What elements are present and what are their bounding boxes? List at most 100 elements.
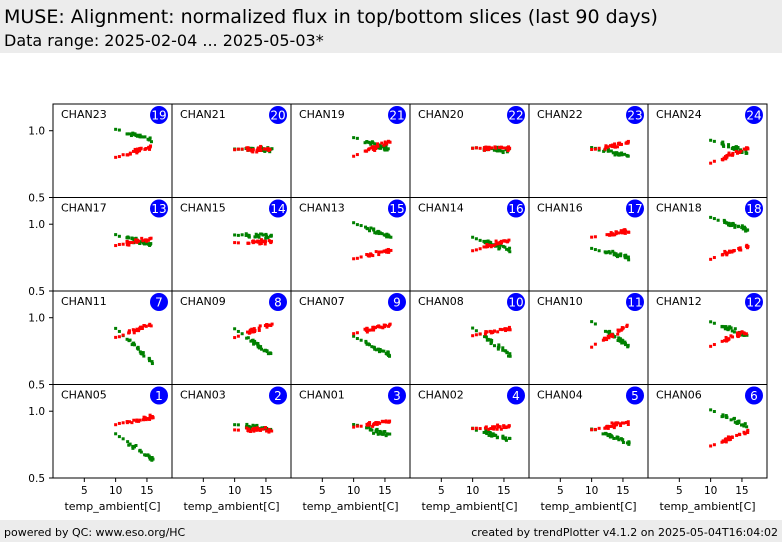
bottom-slice-point bbox=[386, 233, 390, 237]
bottom-slice-point bbox=[501, 151, 505, 155]
bottom-slice-point bbox=[611, 249, 615, 253]
top-slice-point bbox=[387, 250, 391, 254]
bottom-slice-point bbox=[146, 137, 150, 141]
top-slice-point bbox=[506, 327, 510, 331]
bottom-slice-point bbox=[501, 348, 505, 352]
top-slice-point bbox=[135, 150, 139, 154]
top-slice-point bbox=[257, 326, 261, 330]
top-slice-point bbox=[125, 243, 129, 247]
top-slice-point bbox=[127, 420, 131, 424]
top-slice-point bbox=[485, 243, 489, 247]
top-slice-point bbox=[245, 426, 249, 430]
top-slice-point bbox=[368, 328, 372, 332]
bottom-slice-point bbox=[615, 255, 619, 259]
top-slice-point bbox=[608, 424, 612, 428]
top-slice-point bbox=[723, 339, 727, 343]
top-slice-point bbox=[389, 248, 393, 252]
bottom-slice-point bbox=[727, 327, 731, 331]
top-slice-point bbox=[478, 146, 482, 150]
top-slice-point bbox=[739, 248, 743, 252]
top-slice-point bbox=[148, 237, 152, 241]
bottom-slice-point bbox=[721, 140, 725, 144]
y-tick-label: 0.5 bbox=[28, 286, 45, 298]
y-tick-label: 1.0 bbox=[28, 313, 45, 325]
panel-chan18: CHAN18 18 bbox=[647, 197, 768, 292]
panel-chan22: CHAN22 23 bbox=[528, 103, 649, 198]
top-slice-point bbox=[114, 244, 118, 248]
top-slice-point bbox=[496, 423, 500, 427]
top-slice-point bbox=[263, 324, 267, 328]
bottom-slice-point bbox=[269, 427, 273, 431]
top-slice-point bbox=[365, 326, 369, 330]
bottom-slice-point bbox=[255, 423, 259, 427]
top-slice-point bbox=[487, 427, 491, 431]
top-slice-point bbox=[474, 426, 478, 430]
panel-chan11: CHAN11 7 0.5 1.0 bbox=[28, 290, 173, 392]
top-slice-point bbox=[233, 148, 237, 152]
panel-badge-number: 9 bbox=[393, 296, 401, 310]
top-slice-point bbox=[233, 336, 237, 340]
bottom-slice-point bbox=[474, 237, 478, 241]
bottom-slice-point bbox=[144, 453, 148, 457]
bottom-slice-point bbox=[486, 337, 490, 341]
bottom-slice-point bbox=[621, 440, 625, 444]
top-slice-point bbox=[619, 424, 623, 428]
top-slice-point bbox=[266, 146, 270, 150]
bottom-slice-point bbox=[482, 239, 486, 243]
top-slice-point bbox=[613, 424, 617, 428]
bottom-slice-point bbox=[709, 215, 713, 219]
panel-badge-number: 12 bbox=[746, 296, 761, 310]
bottom-slice-point bbox=[497, 247, 501, 251]
top-slice-point bbox=[625, 140, 629, 144]
bottom-slice-point bbox=[352, 136, 356, 140]
top-slice-point bbox=[121, 333, 125, 337]
top-slice-point bbox=[605, 338, 609, 342]
bottom-slice-point bbox=[485, 432, 489, 436]
top-slice-point bbox=[376, 144, 380, 148]
top-slice-point bbox=[487, 148, 491, 152]
panel-label: CHAN01 bbox=[299, 389, 345, 402]
panel-badge bbox=[150, 106, 168, 124]
bottom-slice-point bbox=[253, 424, 257, 428]
bottom-slice-point bbox=[590, 246, 594, 250]
bottom-slice-point bbox=[384, 145, 388, 149]
panel-chan14: CHAN14 16 bbox=[409, 197, 530, 292]
bottom-slice-point bbox=[381, 432, 385, 436]
top-slice-point bbox=[609, 231, 613, 235]
panel-badge-number: 23 bbox=[627, 109, 642, 123]
top-slice-point bbox=[265, 429, 269, 433]
panel-badge bbox=[269, 386, 287, 405]
top-slice-point bbox=[373, 148, 377, 152]
bottom-slice-point bbox=[382, 145, 386, 149]
top-slice-point bbox=[712, 443, 716, 447]
top-slice-point bbox=[737, 332, 741, 336]
top-slice-point bbox=[604, 144, 608, 148]
panel-badge bbox=[269, 106, 287, 124]
bottom-slice-point bbox=[352, 334, 356, 338]
panel-label: CHAN24 bbox=[656, 108, 702, 121]
data-range-subtitle: Data range: 2025-02-04 ... 2025-05-03* bbox=[4, 31, 324, 50]
bottom-slice-point bbox=[712, 139, 716, 143]
bottom-slice-point bbox=[471, 235, 475, 239]
top-slice-point bbox=[725, 155, 729, 159]
top-slice-point bbox=[738, 151, 742, 155]
top-slice-point bbox=[262, 147, 266, 151]
top-slice-point bbox=[132, 331, 136, 335]
page-title: MUSE: Alignment: normalized flux in top/… bbox=[4, 6, 658, 28]
bottom-slice-point bbox=[504, 438, 508, 442]
bottom-slice-point bbox=[727, 143, 731, 147]
bottom-slice-point bbox=[494, 433, 498, 437]
bottom-slice-point bbox=[359, 224, 363, 228]
top-slice-point bbox=[378, 325, 382, 329]
top-slice-point bbox=[617, 141, 621, 145]
bottom-slice-point bbox=[387, 353, 391, 357]
top-slice-point bbox=[482, 148, 486, 152]
top-slice-point bbox=[246, 330, 250, 334]
bottom-slice-point bbox=[723, 221, 727, 225]
top-slice-point bbox=[250, 328, 254, 332]
bottom-slice-point bbox=[495, 435, 499, 439]
top-slice-point bbox=[117, 421, 121, 425]
top-slice-point bbox=[258, 428, 262, 432]
bottom-slice-point bbox=[618, 337, 622, 341]
bottom-slice-point bbox=[504, 148, 508, 152]
